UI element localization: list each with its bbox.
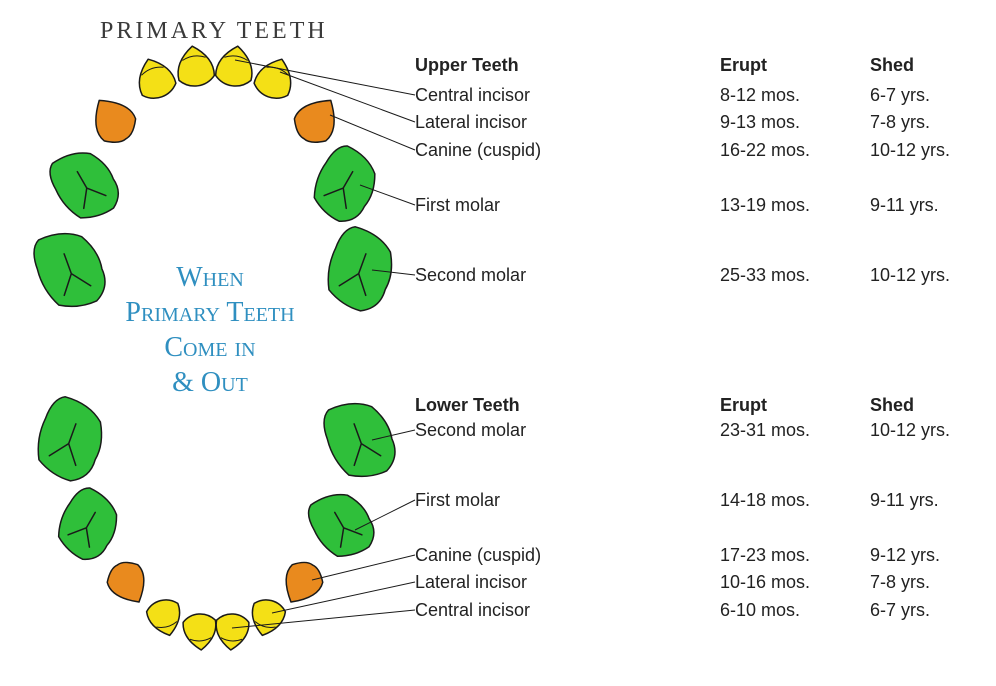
upper-row-2-shed: 10-12 yrs. [870,140,950,161]
upper-erupt-header: Erupt [720,55,767,76]
lower-row-4-erupt: 6-10 mos. [720,600,800,621]
upper-row-0-erupt: 8-12 mos. [720,85,800,106]
tooth-incisor [214,613,249,651]
lower-shed-header: Shed [870,395,914,416]
upper-row-3-shed: 9-11 yrs. [870,195,939,216]
tooth-incisor [182,613,217,651]
tooth-incisor [145,596,186,639]
tooth-incisor [131,53,179,103]
tooth-molar [28,393,113,487]
lower-row-2-erupt: 17-23 mos. [720,545,810,566]
upper-name-header: Upper Teeth [415,55,519,76]
lower-row-3-name: Lateral incisor [415,572,527,593]
upper-row-2-erupt: 16-22 mos. [720,140,810,161]
tooth-canine [83,89,143,150]
lower-row-2-name: Canine (cuspid) [415,545,541,566]
lower-row-0-shed: 10-12 yrs. [870,420,950,441]
upper-row-3-name: First molar [415,195,500,216]
tooth-molar [304,141,387,229]
tooth-incisor [251,53,299,103]
upper-row-4-erupt: 25-33 mos. [720,265,810,286]
upper-row-1-erupt: 9-13 mos. [720,112,800,133]
lower-row-4-name: Central incisor [415,600,530,621]
upper-row-2-name: Canine (cuspid) [415,140,541,161]
upper-row-1-name: Lateral incisor [415,112,527,133]
tooth-molar [302,483,382,567]
lower-row-4-shed: 6-7 yrs. [870,600,930,621]
lower-name-header: Lower Teeth [415,395,520,416]
lower-row-1-name: First molar [415,490,500,511]
upper-row-0-shed: 6-7 yrs. [870,85,930,106]
tooth-molar [43,140,126,228]
center-caption: WhenPrimary TeethCome in& Out [70,260,350,400]
tooth-incisor [247,596,288,639]
tooth-molar [318,392,403,486]
tooth-molar [48,483,128,567]
lower-row-0-erupt: 23-31 mos. [720,420,810,441]
upper-shed-header: Shed [870,55,914,76]
tooth-canine [287,89,347,150]
upper-row-1-shed: 7-8 yrs. [870,112,930,133]
lower-row-1-shed: 9-11 yrs. [870,490,939,511]
tooth-incisor [214,44,255,89]
lower-row-3-erupt: 10-16 mos. [720,572,810,593]
upper-row-4-name: Second molar [415,265,526,286]
upper-row-3-erupt: 13-19 mos. [720,195,810,216]
upper-row-0-name: Central incisor [415,85,530,106]
lower-row-0-name: Second molar [415,420,526,441]
upper-row-4-shed: 10-12 yrs. [870,265,950,286]
tooth-canine [102,556,155,612]
lower-row-3-shed: 7-8 yrs. [870,572,930,593]
lower-erupt-header: Erupt [720,395,767,416]
lower-row-1-erupt: 14-18 mos. [720,490,810,511]
lower-row-2-shed: 9-12 yrs. [870,545,940,566]
tooth-incisor [174,44,215,89]
